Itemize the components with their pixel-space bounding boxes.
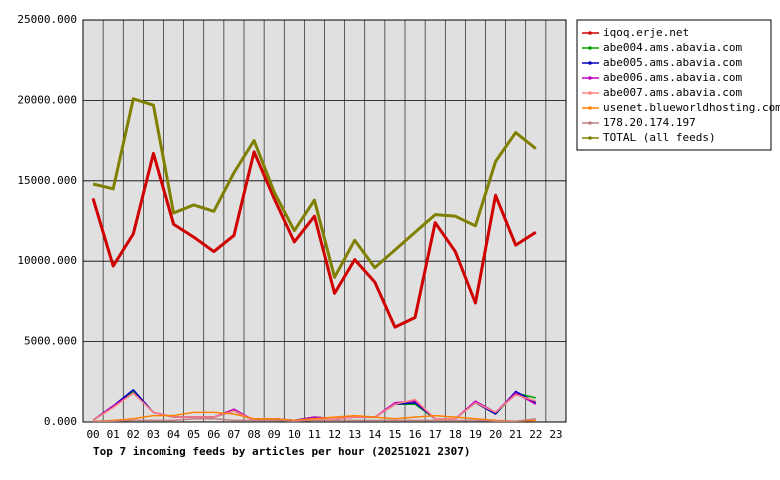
legend-label: abe005.ams.abavia.com	[603, 56, 742, 69]
x-tick-label: 08	[247, 428, 260, 441]
y-tick-label: 5000.000	[24, 335, 77, 348]
x-tick-label: 19	[469, 428, 482, 441]
x-tick-label: 00	[86, 428, 99, 441]
x-tick-label: 14	[368, 428, 382, 441]
y-tick-label: 15000.000	[17, 174, 77, 187]
legend-dot	[588, 136, 592, 140]
legend-box	[576, 19, 772, 151]
legend-label: abe004.ams.abavia.com	[603, 41, 742, 54]
y-tick-label: 10000.000	[17, 254, 77, 267]
series-line	[93, 418, 536, 422]
legend-dot	[588, 106, 592, 110]
x-tick-label: 04	[167, 428, 181, 441]
legend-dot	[588, 121, 592, 125]
x-tick-label: 03	[147, 428, 160, 441]
x-tick-label: 13	[348, 428, 361, 441]
x-tick-label: 05	[187, 428, 200, 441]
x-tick-label: 16	[408, 428, 421, 441]
legend-dot	[588, 61, 592, 65]
x-tick-label: 11	[308, 428, 321, 441]
x-tick-label: 10	[288, 428, 301, 441]
x-tick-label: 15	[388, 428, 401, 441]
x-tick-label: 01	[107, 428, 120, 441]
x-tick-label: 12	[328, 428, 341, 441]
legend-label: TOTAL (all feeds)	[603, 131, 716, 144]
y-tick-label: 25000.000	[17, 13, 77, 26]
x-tick-label: 20	[489, 428, 502, 441]
plot-border	[82, 19, 567, 423]
legend-dot	[588, 76, 592, 80]
legend-dot	[588, 91, 592, 95]
x-tick-label: 23	[549, 428, 562, 441]
x-tick-label: 21	[509, 428, 522, 441]
legend-label: 178.20.174.197	[603, 116, 696, 129]
legend-label: iqoq.erje.net	[603, 26, 689, 39]
y-tick-label: 20000.000	[17, 93, 77, 106]
series-line	[93, 411, 536, 422]
x-tick-label: 02	[127, 428, 140, 441]
series-line	[92, 97, 537, 279]
legend-dot	[588, 46, 592, 50]
x-tick-label: 09	[268, 428, 281, 441]
x-tick-label: 06	[207, 428, 220, 441]
y-tick-label: 0.000	[44, 415, 77, 428]
chart-title: Top 7 incoming feeds by articles per hou…	[93, 445, 471, 458]
x-tick-label: 22	[529, 428, 542, 441]
series-line	[91, 150, 537, 329]
legend-label: usenet.blueworldhosting.com	[603, 101, 780, 114]
legend-label: abe007.ams.abavia.com	[603, 86, 742, 99]
legend-label: abe006.ams.abavia.com	[603, 71, 742, 84]
legend-dot	[588, 31, 592, 35]
x-tick-label: 17	[429, 428, 442, 441]
x-tick-label: 07	[227, 428, 240, 441]
x-tick-label: 18	[449, 428, 462, 441]
